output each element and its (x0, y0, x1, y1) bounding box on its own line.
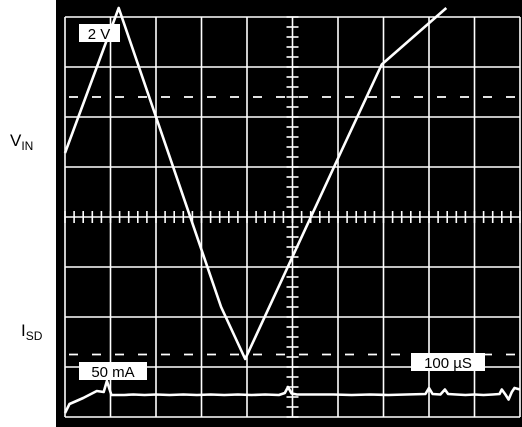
isd-scale-box (79, 362, 147, 380)
vin-label-sub: IN (21, 139, 34, 153)
scale-labels: 2 V 50 mA 100 µS (79, 24, 485, 381)
isd-label-main: I (21, 321, 26, 340)
time-scale-label: 100 µS (424, 355, 472, 372)
vin-channel-label: VIN (10, 132, 33, 152)
isd-label-sub: SD (25, 329, 43, 343)
vin-scale-label: 2 V (88, 26, 111, 43)
vin-label-main: V (10, 131, 22, 150)
graticule (64, 16, 521, 418)
trace-vin (63, 6, 448, 361)
isd-scale-label: 50 mA (91, 364, 134, 381)
isd-channel-label: ISD (21, 322, 42, 342)
traces (63, 6, 521, 414)
vin-scale-box (79, 24, 120, 42)
time-scale-box (411, 353, 485, 371)
trace-isd (63, 379, 521, 414)
